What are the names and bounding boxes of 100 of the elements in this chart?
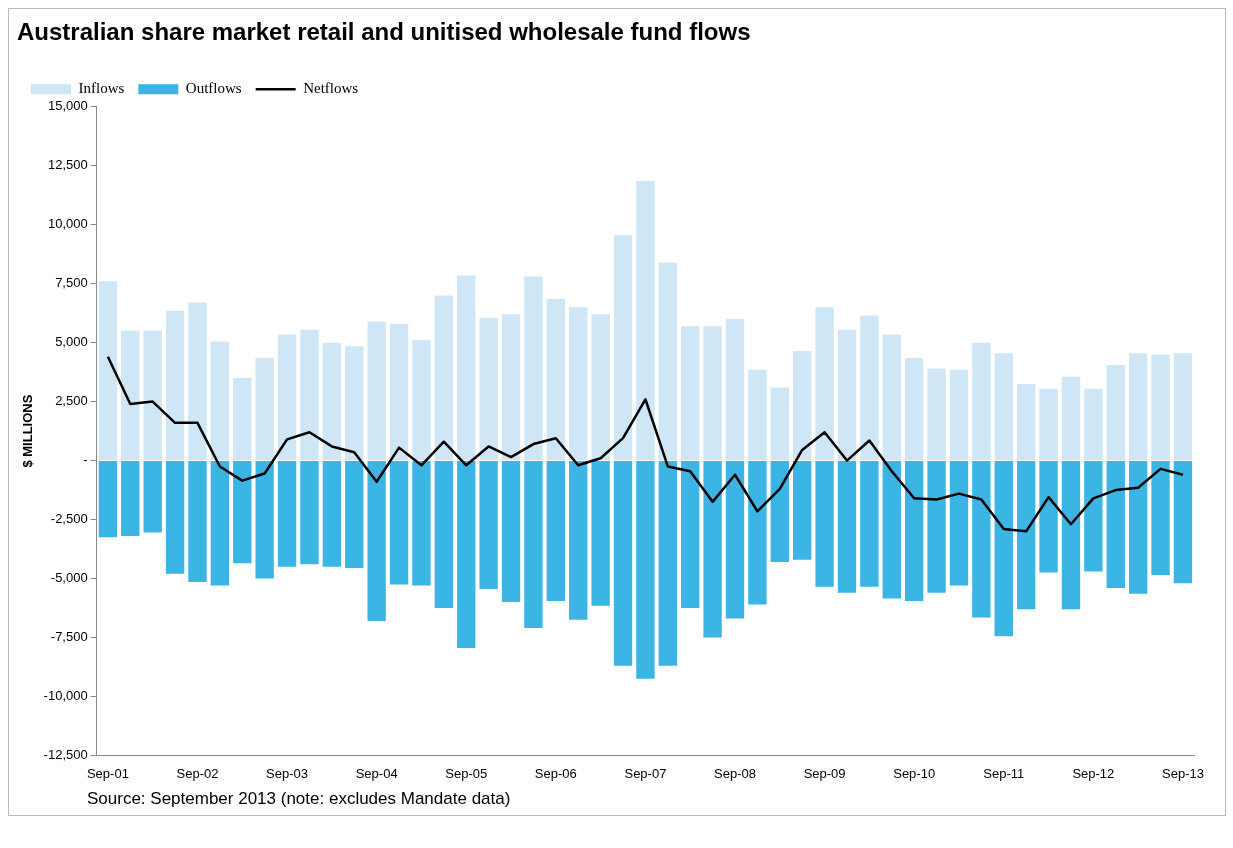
bar xyxy=(233,461,252,564)
bar xyxy=(367,461,386,621)
bar xyxy=(569,461,588,620)
y-tick-label: 15,000 xyxy=(47,98,88,114)
x-tick-label: Sep-10 xyxy=(893,765,936,781)
bar xyxy=(277,461,297,567)
bar xyxy=(479,461,498,590)
bar xyxy=(1128,461,1148,594)
bar xyxy=(1106,365,1125,461)
bar xyxy=(121,330,140,461)
bar xyxy=(412,461,431,586)
bar xyxy=(1151,354,1170,461)
bar xyxy=(1151,461,1170,575)
bar xyxy=(434,295,454,461)
bar xyxy=(1084,388,1103,461)
bar xyxy=(994,461,1013,637)
source-note: Source: September 2013 (note: excludes Mandate data) xyxy=(87,789,512,809)
x-tick-label: Sep-02 xyxy=(176,765,219,781)
bar xyxy=(591,314,610,461)
bar xyxy=(1106,461,1125,588)
y-tick-label: 12,500 xyxy=(47,157,88,173)
bar xyxy=(165,310,185,461)
bar xyxy=(300,461,319,565)
bar xyxy=(98,461,118,538)
bar xyxy=(1128,353,1148,461)
bar xyxy=(389,323,409,461)
y-tick-label: -2,500 xyxy=(50,511,88,527)
bar xyxy=(1016,461,1036,610)
y-tick-label: 7,500 xyxy=(55,275,88,291)
bar xyxy=(300,329,319,461)
bar xyxy=(412,340,431,461)
bar xyxy=(972,461,991,618)
bar xyxy=(770,387,789,461)
bar xyxy=(837,461,857,593)
bar xyxy=(1061,461,1081,610)
bar xyxy=(322,342,342,461)
bar xyxy=(546,461,566,601)
bar xyxy=(457,275,476,461)
bar xyxy=(882,334,901,461)
bar xyxy=(1039,461,1058,573)
bar xyxy=(770,461,789,562)
bar xyxy=(994,353,1013,461)
bar xyxy=(322,461,342,567)
bar xyxy=(121,461,140,537)
bar xyxy=(1061,376,1081,461)
x-tick-label: Sep-08 xyxy=(714,765,756,781)
bar xyxy=(972,342,991,461)
bar xyxy=(143,461,162,533)
legend-label: Netflows xyxy=(303,80,359,97)
bar xyxy=(1084,461,1103,572)
x-tick-label: Sep-04 xyxy=(355,765,398,781)
bar xyxy=(636,461,655,679)
bar xyxy=(949,369,969,461)
bar xyxy=(860,315,879,461)
bar xyxy=(927,461,946,593)
bar xyxy=(1016,383,1036,461)
bar xyxy=(255,357,274,461)
bar xyxy=(860,461,879,587)
bar xyxy=(501,461,521,603)
bar xyxy=(658,262,677,461)
x-tick-label: Sep-12 xyxy=(1072,765,1115,781)
bar xyxy=(815,461,834,587)
bar xyxy=(210,461,230,586)
bar xyxy=(188,302,207,461)
bar xyxy=(255,461,274,579)
x-tick-label: Sep-09 xyxy=(803,765,846,781)
bar xyxy=(703,461,722,638)
bar xyxy=(815,307,834,461)
bar xyxy=(613,461,633,666)
bar xyxy=(1173,461,1193,584)
y-tick-label: 5,000 xyxy=(55,334,88,350)
bar xyxy=(613,235,633,461)
bar xyxy=(793,350,812,461)
x-tick-label: Sep-13 xyxy=(1161,765,1204,781)
bar xyxy=(748,461,767,605)
x-tick-label: Sep-05 xyxy=(445,765,488,781)
bar xyxy=(927,368,946,461)
bar xyxy=(165,461,185,574)
bar xyxy=(681,461,700,608)
bar xyxy=(904,461,924,601)
bar xyxy=(904,357,924,461)
x-tick-label: Sep-03 xyxy=(266,765,309,781)
chart-title: Australian share market retail and unitised wholesale fund flows xyxy=(17,18,751,46)
bar xyxy=(524,276,543,461)
y-tick-label: -12,500 xyxy=(43,746,88,762)
bar xyxy=(345,461,364,568)
bar xyxy=(457,461,476,649)
x-tick-label: Sep-06 xyxy=(534,765,577,781)
bar xyxy=(524,461,543,629)
y-tick-label: -10,000 xyxy=(43,688,88,704)
bar xyxy=(793,461,812,560)
bar xyxy=(658,461,677,666)
bar xyxy=(725,461,745,619)
bar xyxy=(703,326,722,461)
x-tick-label: Sep-01 xyxy=(86,765,129,781)
bar xyxy=(1173,353,1193,461)
legend-label: Inflows xyxy=(78,80,125,97)
bar xyxy=(591,461,610,606)
y-axis-title: $ MILLIONS xyxy=(20,394,36,468)
y-tick-label: - xyxy=(83,452,88,468)
